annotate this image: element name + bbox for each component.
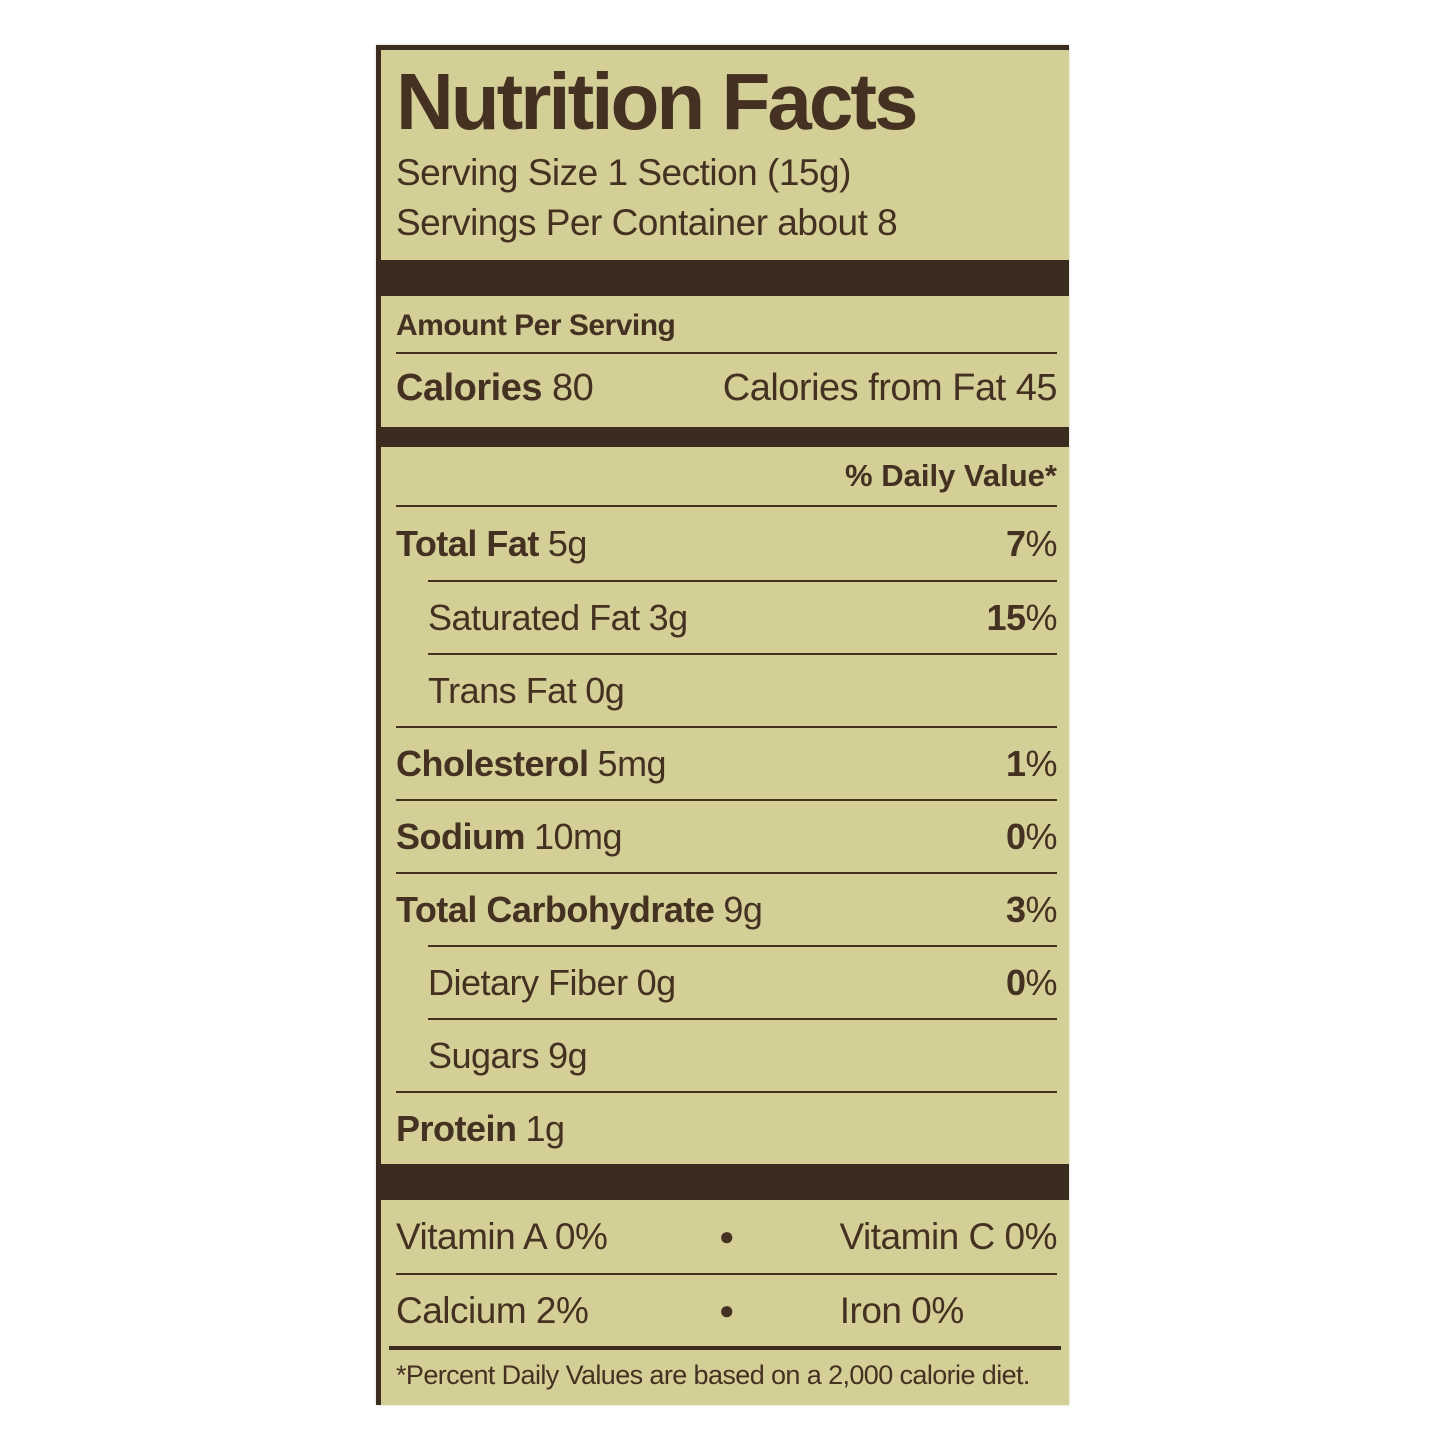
bullet-separator-icon: ● [718,1221,735,1251]
serving-size-line: Serving Size 1 Section (15g) [396,152,851,193]
nutrient-row-sugars: Sugars 9g [428,1018,1057,1091]
daily-value-percent: 1% [1005,742,1058,784]
thick-divider-bar [381,1164,1069,1200]
calories-value: Calories 80 [396,367,594,409]
servings-per-container-line: Servings Per Container about 8 [396,202,898,243]
daily-value-percent: 0% [1005,961,1058,1003]
nutrient-row-total-fat: Total Fat 5g 7% [396,522,1058,564]
daily-value-footnote: *Percent Daily Values are based on a 2,0… [396,1360,1030,1390]
nutrient-row-sodium: Sodium 10mg 0% [396,799,1057,872]
micronutrient-row-minerals: Calcium 2% ● Iron 0% [396,1273,1057,1346]
daily-value-header: % Daily Value* [845,458,1057,493]
vitamin-a-value: Vitamin A 0% [396,1215,608,1257]
calories-from-fat: Calories from Fat 45 [722,367,1058,409]
nutrient-rows: Total Fat 5g 7% Saturated Fat 3g 15% Trans… [381,507,1069,1164]
divider [396,505,1057,507]
daily-value-percent: 7% [1005,522,1058,564]
nutrition-facts-label: Nutrition Facts Serving Size 1 Section (… [376,45,1069,1405]
medium-divider-bar [381,427,1069,447]
heavy-divider [389,1346,1061,1350]
iron-value: Iron 0% [839,1289,965,1331]
micronutrient-row-vitamins: Vitamin A 0% ● Vitamin C 0% [396,1200,1057,1273]
micronutrient-rows: Vitamin A 0% ● Vitamin C 0% Calcium 2% ●… [381,1200,1069,1346]
daily-value-percent: 15% [986,596,1057,638]
daily-value-percent: 0% [1005,815,1058,857]
nutrient-row-trans-fat: Trans Fat 0g [428,653,1057,726]
nutrient-row-saturated-fat: Saturated Fat 3g 15% [428,580,1057,653]
calcium-value: Calcium 2% [396,1289,589,1331]
daily-value-percent: 3% [1005,888,1058,930]
bullet-separator-icon: ● [718,1295,735,1325]
divider [396,352,1057,354]
nutrient-row-cholesterol: Cholesterol 5mg 1% [396,726,1057,799]
header-section: Nutrition Facts Serving Size 1 Section (… [381,50,1069,260]
nutrient-row-protein: Protein 1g [396,1091,1057,1164]
nutrient-row-total-carbohydrate: Total Carbohydrate 9g 3% [396,872,1057,945]
amount-per-serving-heading: Amount Per Serving [396,309,676,342]
calories-row: Calories 80 Calories from Fat 45 [381,354,1069,427]
thick-divider-bar [381,260,1069,296]
nutrient-row-dietary-fiber: Dietary Fiber 0g 0% [428,945,1057,1018]
vitamin-c-value: Vitamin C 0% [839,1215,1058,1257]
label-title: Nutrition Facts [396,57,918,146]
